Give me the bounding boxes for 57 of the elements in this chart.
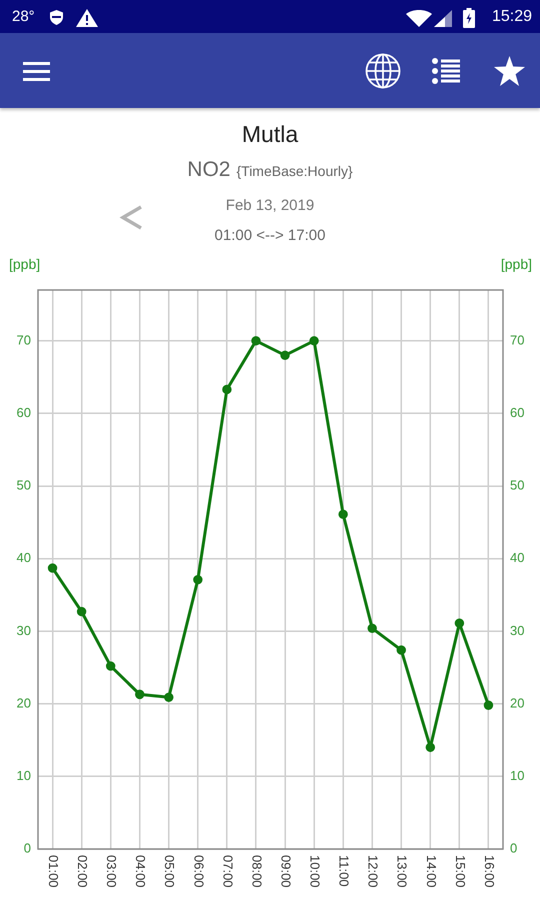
point: [280, 350, 290, 360]
text: 01:00 <--> 17:00: [214, 227, 326, 244]
y2-tick-label: 30: [510, 622, 524, 638]
y2-tick-label: 60: [510, 404, 524, 420]
y-tick-label: 30: [16, 622, 31, 638]
x-tick-label: 03:00: [104, 855, 120, 888]
y-tick-label: 0: [24, 840, 31, 856]
x-tick-label: 11:00: [336, 855, 352, 887]
point: [368, 624, 377, 634]
x-tick-label: 05:00: [162, 855, 178, 888]
y2-axis-title: [ppb]: [500, 256, 532, 272]
text: 28°: [12, 8, 35, 25]
point: [454, 618, 464, 628]
y-tick-label: 10: [16, 768, 31, 783]
y2-tick-label: 20: [510, 695, 524, 710]
point: [309, 336, 319, 346]
y-tick-label: 50: [16, 478, 31, 493]
x-tick-label: 06:00: [191, 855, 206, 888]
x-tick-label: 13:00: [394, 855, 410, 888]
x-tick-label: 08:00: [249, 855, 264, 888]
y2-tick-label: 70: [510, 332, 524, 348]
x-tick-label: 02:00: [75, 855, 90, 888]
x-tick-label: 15:00: [452, 855, 468, 888]
point: [48, 563, 58, 573]
y2-tick-label: 50: [510, 478, 524, 493]
y-tick-label: 60: [16, 404, 31, 420]
x-tick-label: 07:00: [220, 855, 236, 888]
point: [396, 645, 406, 655]
x-tick-label: 04:00: [133, 855, 148, 888]
x-tick-label: 09:00: [278, 855, 294, 888]
y2-tick-label: 10: [510, 768, 524, 783]
y-tick-label: 70: [16, 332, 31, 348]
x-tick-label: 16:00: [482, 855, 497, 888]
text: {TimeBase:Hourly}: [236, 163, 353, 179]
y2-tick-label: 40: [510, 550, 524, 566]
point: [338, 510, 348, 520]
y2-tick-label: 0: [510, 840, 518, 856]
point: [135, 690, 144, 700]
chart-title: Mutla: [240, 121, 300, 148]
x-tick-label: 12:00: [366, 855, 381, 888]
point: [251, 336, 261, 346]
point: [164, 692, 174, 702]
text: 15:29: [492, 8, 532, 26]
point: [426, 742, 436, 752]
y-axis-title: [ppb]: [9, 256, 40, 272]
text: Feb 13, 2019: [224, 197, 316, 214]
y-tick-label: 20: [16, 695, 31, 710]
x-tick-label: 01:00: [46, 855, 61, 888]
y-tick-label: 40: [16, 550, 31, 566]
point: [222, 384, 232, 394]
x-tick-label: 14:00: [424, 855, 439, 888]
point: [193, 574, 203, 584]
chart-subtitle: NO2: [187, 158, 230, 181]
point: [106, 661, 116, 671]
point: [484, 700, 494, 710]
x-tick-label: 10:00: [308, 855, 323, 888]
point: [76, 606, 86, 616]
